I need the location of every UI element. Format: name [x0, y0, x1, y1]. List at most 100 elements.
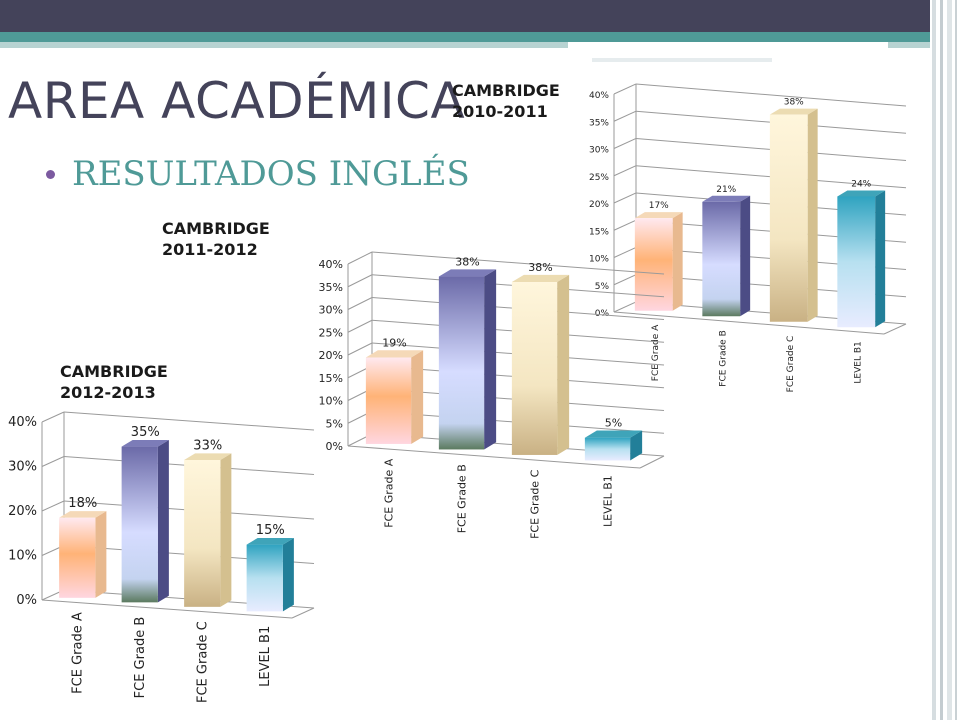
- chart-label-2011-2012: CAMBRIDGE 2011-2012: [162, 219, 270, 259]
- x-axis: [347, 445, 641, 469]
- y-tick-label: 0%: [16, 593, 37, 608]
- bar: [769, 114, 808, 322]
- bar-top: [511, 274, 570, 283]
- bar-chart-2010-2011: 0% 5% 10% 15% 20% 25% 30% 35% 40% 17% FCE Grade A 2…: [589, 83, 907, 393]
- bar-top: [59, 511, 107, 518]
- data-label: 38%: [455, 255, 479, 268]
- x-tick-label: LEVEL B1: [602, 475, 615, 527]
- x-tick-label: FCE Grade B: [456, 464, 469, 533]
- y-tick-label: 5%: [595, 282, 610, 292]
- x-tick-label: FCE Grade B: [718, 330, 728, 386]
- bar-top: [634, 212, 683, 219]
- x-tick-label: FCE Grade A: [383, 458, 396, 527]
- gridline-depth: [613, 110, 637, 122]
- header-accent-bar: [0, 32, 930, 42]
- x-tick-label: FCE Grade A: [651, 324, 661, 381]
- header-highlight-line-2: [592, 58, 772, 62]
- header-light-bar: [0, 42, 930, 48]
- gridline-depth: [347, 251, 373, 265]
- y-tick-label: 15%: [589, 227, 609, 237]
- bar-side: [740, 195, 751, 317]
- y-tick-label: 10%: [319, 395, 343, 408]
- gridline-depth: [347, 319, 373, 333]
- gridline-depth: [41, 411, 65, 423]
- bar-top: [121, 440, 169, 447]
- right-stripe: [940, 0, 943, 720]
- bar-side: [95, 511, 107, 598]
- bar-chart-2012-2013: 0% 10% 20% 30% 40% 18% FCE Grade A 35% FCE Grade…: [8, 411, 315, 703]
- bar-side: [557, 274, 570, 455]
- gridline: [63, 411, 315, 431]
- floor-edge: [883, 323, 907, 335]
- y-tick-label: 15%: [319, 372, 343, 385]
- bar-top: [184, 453, 232, 460]
- bar-side: [875, 190, 886, 328]
- bar-side: [282, 538, 294, 612]
- y-tick-label: 25%: [319, 326, 343, 339]
- floor-edge: [639, 455, 665, 469]
- gridline-depth: [613, 192, 637, 204]
- bar-side: [484, 269, 497, 450]
- x-tick-label: FCE Grade C: [195, 621, 210, 703]
- bar: [121, 446, 158, 603]
- bar: [59, 517, 96, 598]
- right-stripe: [947, 0, 952, 720]
- bullet-dot: [46, 170, 55, 179]
- bar-top: [837, 190, 886, 197]
- bar-side: [220, 453, 232, 607]
- y-tick-label: 0%: [595, 309, 610, 319]
- data-label: 19%: [382, 336, 406, 349]
- y-tick-label: 10%: [589, 255, 609, 265]
- gridline-depth: [613, 165, 637, 177]
- chart-label-2012-2013: CAMBRIDGE 2012-2013: [60, 362, 168, 402]
- page-title: AREA ACADÉMICA: [8, 72, 466, 130]
- bar: [438, 276, 485, 450]
- bar: [246, 544, 283, 612]
- x-axis: [613, 311, 885, 335]
- gridline-depth: [41, 456, 65, 467]
- data-label: 18%: [68, 496, 97, 511]
- y-tick-label: 30%: [319, 304, 343, 317]
- gridline-depth: [613, 301, 637, 313]
- gridline-depth: [347, 297, 373, 310]
- gridline-depth: [347, 274, 373, 288]
- gridline-depth: [41, 500, 65, 512]
- bar-side: [411, 350, 424, 444]
- bar-side: [672, 212, 683, 311]
- gridline-depth: [613, 138, 637, 149]
- bar: [511, 282, 558, 455]
- y-tick-label: 20%: [319, 349, 343, 362]
- bar: [365, 357, 412, 444]
- y-tick-label: 30%: [589, 146, 609, 156]
- y-tick-label: 40%: [8, 415, 37, 430]
- x-tick-label: LEVEL B1: [853, 341, 863, 383]
- chart-label-2010-2011: CAMBRIDGE 2010-2011: [452, 81, 560, 121]
- bar-side: [630, 430, 643, 461]
- right-stripe: [932, 0, 936, 720]
- page-subtitle: RESULTADOS INGLÉS: [72, 154, 470, 194]
- x-tick-label: FCE Grade C: [786, 336, 796, 393]
- gridline-depth: [613, 83, 637, 95]
- y-tick-label: 5%: [326, 417, 343, 430]
- data-label: 35%: [131, 425, 160, 440]
- bar-top: [438, 269, 497, 277]
- data-label: 33%: [193, 438, 222, 453]
- gridline: [371, 251, 665, 275]
- header-bar: [0, 0, 930, 32]
- bar: [584, 437, 631, 461]
- y-tick-label: 40%: [319, 258, 343, 271]
- bar-top: [246, 538, 294, 545]
- floor-edge: [291, 607, 315, 619]
- x-tick-label: FCE Grade B: [133, 617, 148, 699]
- bar-side: [807, 108, 818, 322]
- bar: [837, 196, 876, 328]
- header-highlight-line: [568, 42, 888, 50]
- x-tick-label: FCE Grade C: [529, 469, 542, 538]
- data-label: 17%: [649, 201, 669, 211]
- y-tick-label: 20%: [8, 504, 37, 519]
- y-tick-label: 0%: [326, 440, 343, 453]
- bar: [184, 460, 221, 607]
- bar-chart-2011-2012: 0% 5% 10% 15% 20% 25% 30% 35% 40% 19% FCE Grade A 3…: [319, 251, 665, 539]
- y-tick-label: 35%: [589, 118, 609, 128]
- data-label: 38%: [784, 98, 804, 108]
